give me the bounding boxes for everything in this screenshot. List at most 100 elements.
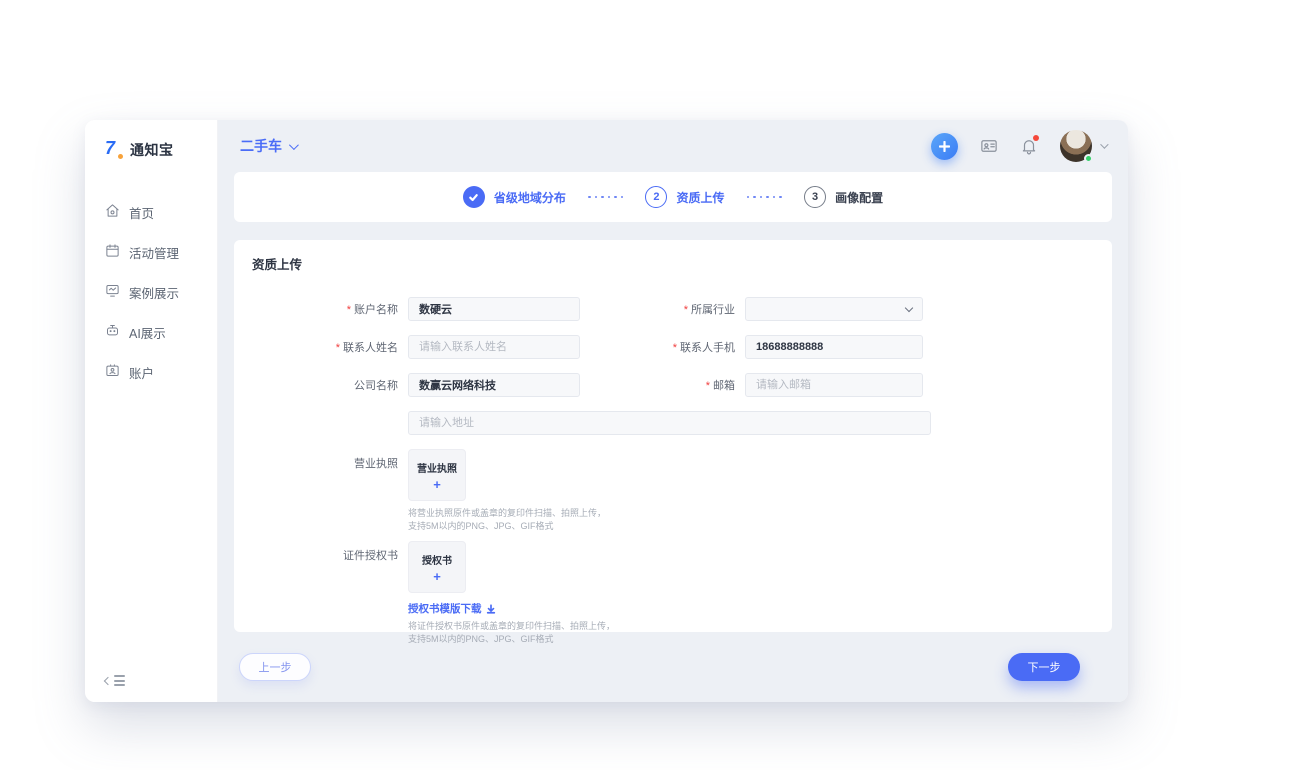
form-row: *账户名称 *所属行业: [252, 297, 1094, 321]
logo-seven: 7: [105, 138, 116, 158]
user-menu[interactable]: [1060, 130, 1109, 163]
step-profile-config[interactable]: 3 画像配置: [804, 186, 883, 208]
menu-bars-icon: [114, 675, 125, 686]
step-number: 3: [804, 186, 827, 208]
form-row: [252, 411, 1094, 435]
label-text: 公司名称: [354, 380, 398, 392]
form-card: 资质上传 *账户名称 *所属行业 *联系人姓名 *联系人手机: [234, 240, 1112, 644]
calendar-icon: [105, 243, 120, 261]
sidebar-item-activities[interactable]: 活动管理: [105, 232, 207, 272]
label-text: 所属行业: [691, 304, 735, 316]
notification-badge: [1033, 135, 1039, 141]
authorization-tip: 将证件授权书原件或盖章的复印件扫描、拍照上传， 支持5M以内的PNG、JPG、G…: [408, 620, 615, 646]
sidebar-item-account[interactable]: 账户: [105, 352, 207, 392]
download-link-text: 授权书模版下载: [408, 603, 482, 616]
tip-line: 支持5M以内的PNG、JPG、GIF格式: [408, 634, 554, 645]
chevron-down-icon: [1100, 140, 1109, 149]
notification-bell-icon[interactable]: [1020, 135, 1039, 155]
form-row: 公司名称 *邮箱: [252, 373, 1094, 397]
contact-card-icon[interactable]: [980, 137, 998, 155]
authorization-template-download-link[interactable]: 授权书模版下载: [408, 601, 615, 616]
label-text: 营业执照: [354, 458, 398, 470]
contact-name-input[interactable]: [408, 335, 580, 359]
stepper-dots: [587, 195, 624, 199]
required-mark: *: [346, 304, 351, 316]
create-button[interactable]: [931, 132, 958, 160]
form-row: *联系人姓名 *联系人手机: [252, 335, 1094, 359]
chevron-down-icon: [904, 303, 914, 313]
stepper: 省级地域分布 2 资质上传 3 画像配置: [234, 172, 1112, 222]
license-tip: 将营业执照原件或盖章的复印件扫描、拍照上传， 支持5M以内的PNG、JPG、GI…: [408, 507, 606, 533]
tip-line: 支持5M以内的PNG、JPG、GIF格式: [408, 521, 554, 532]
step-label: 省级地域分布: [493, 190, 566, 205]
label-text: 账户名称: [354, 304, 398, 316]
license-upload-box[interactable]: 营业执照 +: [408, 449, 466, 501]
ai-robot-icon: [105, 323, 120, 341]
email-input[interactable]: [745, 373, 923, 397]
sidebar-item-label: 账户: [129, 366, 155, 381]
form-section-title: 资质上传: [252, 258, 303, 272]
next-step-button[interactable]: 下一步: [1008, 653, 1080, 681]
app-title: 通知宝: [130, 142, 174, 158]
topbar: 二手车: [218, 120, 1128, 172]
sidebar: 7 通知宝 首页 活动管理 案例展示: [85, 120, 218, 702]
account-name-label: * 账户名称: [252, 301, 408, 317]
sidebar-nav: 首页 活动管理 案例展示 AI展示 账户: [105, 192, 207, 392]
step-label: 画像配置: [835, 190, 884, 205]
industry-label: * 所属行业: [580, 301, 745, 317]
collapse-sidebar-button[interactable]: [103, 675, 131, 686]
download-icon: [486, 604, 495, 614]
contact-phone-input[interactable]: [745, 335, 923, 359]
sidebar-item-label: 首页: [129, 206, 155, 221]
home-icon: [105, 203, 120, 221]
avatar: [1060, 130, 1093, 163]
authorization-upload-box[interactable]: 授权书 +: [408, 541, 466, 594]
email-label: * 邮箱: [580, 377, 745, 393]
required-mark: *: [683, 304, 688, 316]
wizard-footer: 上一步 下一步: [218, 632, 1128, 702]
step-done-check-icon: [462, 186, 485, 208]
address-input[interactable]: [408, 411, 931, 435]
prev-step-button[interactable]: 上一步: [239, 653, 311, 681]
step-number: 2: [645, 186, 668, 208]
sidebar-item-label: AI展示: [129, 326, 166, 341]
app-logo[interactable]: 7 通知宝: [105, 138, 207, 160]
sidebar-item-ai[interactable]: AI展示: [105, 312, 207, 352]
online-status-dot: [1084, 154, 1093, 163]
sidebar-item-label: 案例展示: [129, 286, 180, 301]
label-text: 证件授权书: [343, 550, 398, 563]
step-province-distribution[interactable]: 省级地域分布: [462, 186, 566, 208]
sidebar-item-home[interactable]: 首页: [105, 192, 207, 232]
plus-icon: +: [433, 568, 441, 584]
authorization-row: 证件授权书 授权书 + 授权书模版下载 将证件授权书原件或盖章: [252, 541, 1094, 646]
label-text: 邮箱: [713, 380, 735, 392]
sidebar-item-label: 活动管理: [129, 246, 180, 261]
form-area: *账户名称 *所属行业 *联系人姓名 *联系人手机 公司名称: [252, 297, 1094, 646]
authorization-label: 证件授权书: [252, 541, 408, 563]
step-qualification-upload[interactable]: 2 资质上传: [645, 186, 725, 208]
account-name-input[interactable]: [408, 297, 580, 321]
topbar-actions: [931, 130, 1109, 163]
workspace-name: 二手车: [240, 138, 282, 154]
logo-orange-dot: [118, 154, 123, 159]
sidebar-item-cases[interactable]: 案例展示: [105, 272, 207, 312]
industry-select[interactable]: [745, 297, 923, 321]
step-label: 资质上传: [676, 190, 725, 205]
account-card-icon: [105, 363, 120, 381]
required-mark: *: [335, 342, 340, 354]
license-row: 营业执照 营业执照 + 将营业执照原件或盖章的复印件扫描、拍照上传， 支持5M以…: [252, 449, 1094, 533]
label-text: 联系人姓名: [343, 342, 398, 354]
license-upload-area: 营业执照 + 将营业执照原件或盖章的复印件扫描、拍照上传， 支持5M以内的PNG…: [408, 449, 606, 533]
contact-name-label: * 联系人姓名: [252, 339, 408, 355]
company-name-input[interactable]: [408, 373, 580, 397]
plus-icon: +: [433, 476, 441, 492]
upload-box-title: 授权书: [422, 555, 452, 567]
required-mark: *: [705, 380, 710, 392]
license-label: 营业执照: [252, 449, 408, 471]
authorization-upload-area: 授权书 + 授权书模版下载 将证件授权书原件或盖章的复印件扫描、拍照上传， 支持…: [408, 541, 615, 646]
main-area: 二手车: [218, 120, 1128, 702]
tip-line: 将营业执照原件或盖章的复印件扫描、拍照上传，: [408, 508, 607, 518]
tip-line: 将证件授权书原件或盖章的复印件扫描、拍照上传，: [408, 621, 616, 632]
case-display-icon: [105, 283, 120, 301]
workspace-selector[interactable]: 二手车: [240, 136, 299, 156]
